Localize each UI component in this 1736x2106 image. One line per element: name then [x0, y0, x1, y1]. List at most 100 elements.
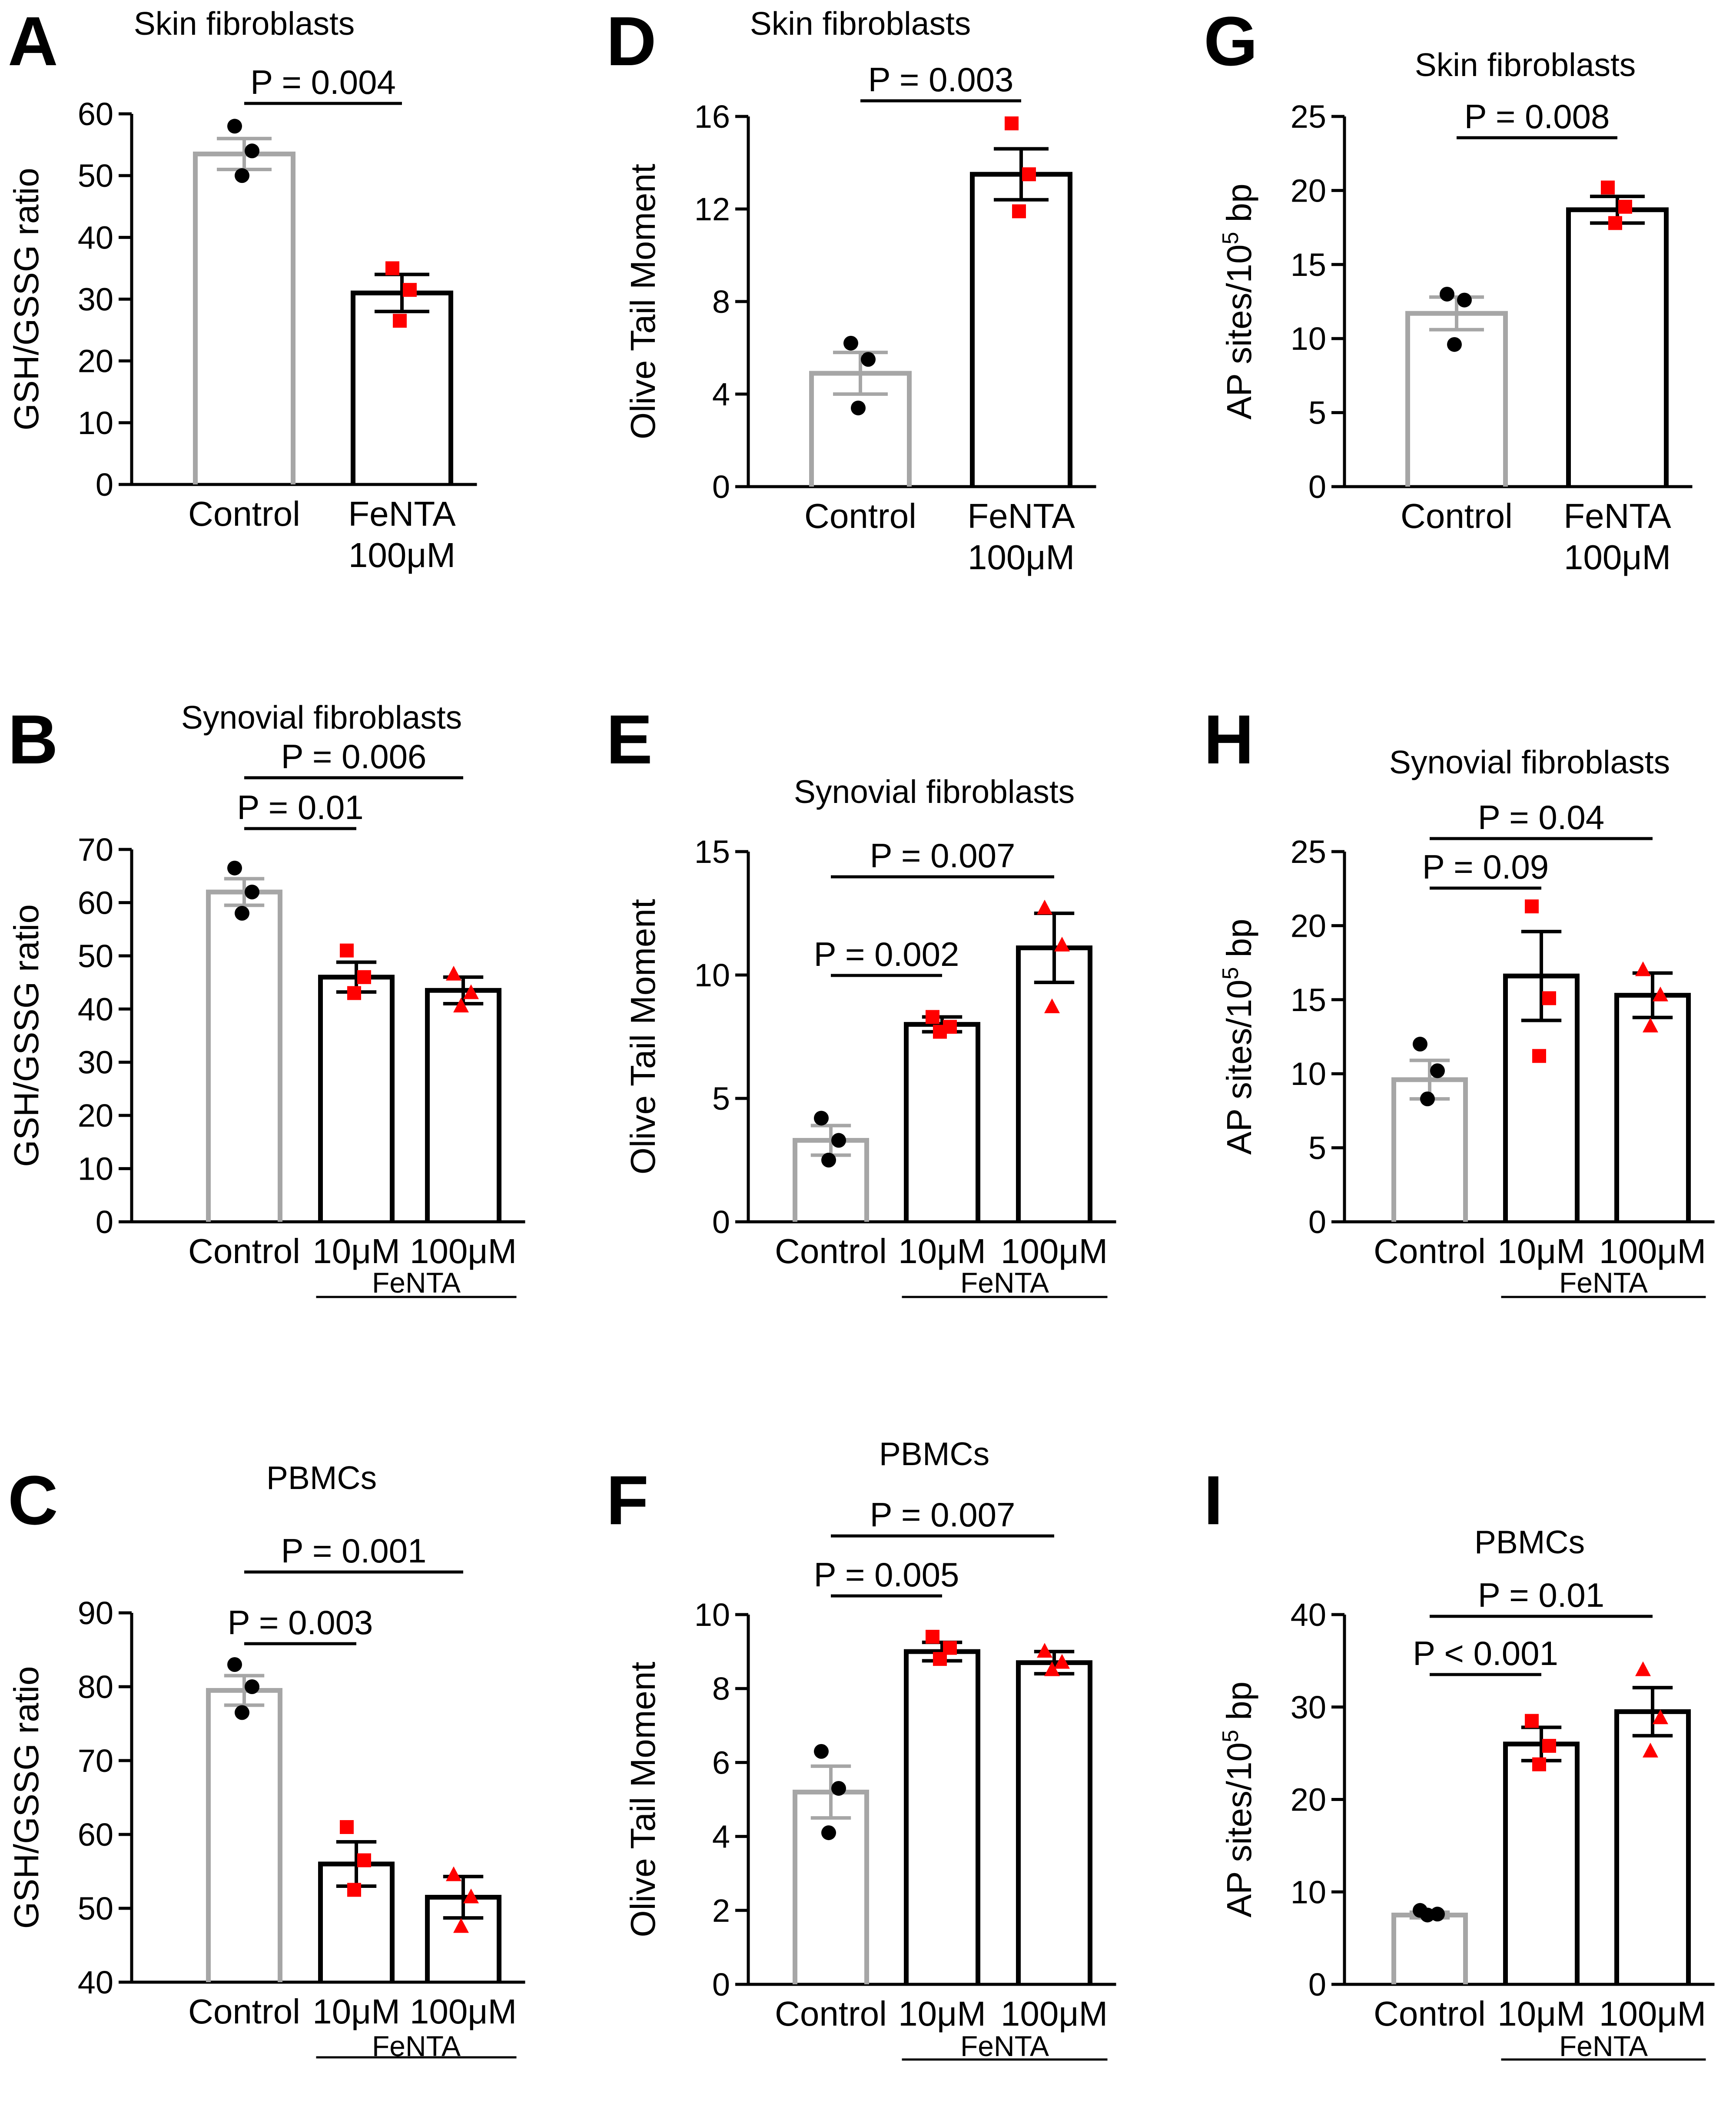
y-axis-title-suffix: bp	[1220, 183, 1258, 232]
y-tick-label: 90	[78, 1595, 113, 1631]
y-axis-title-text: Olive Tail Moment	[624, 1662, 662, 1937]
data-point	[1525, 1714, 1539, 1728]
panel-letter: A	[8, 2, 58, 80]
panel-letter: I	[1204, 1461, 1223, 1539]
data-point	[1005, 116, 1019, 130]
bar	[904, 1022, 980, 1222]
data-point	[1532, 1757, 1546, 1771]
y-tick-label: 10	[78, 405, 113, 441]
y-tick-label: 40	[78, 219, 113, 255]
data-point	[1532, 1049, 1546, 1063]
y-axis-title-suffix: bp	[1220, 919, 1258, 967]
data-point	[1022, 167, 1036, 182]
y-tick-label: 15	[1291, 982, 1326, 1018]
pvalue-label: P = 0.01	[237, 788, 363, 826]
data-point	[861, 352, 876, 367]
y-axis-title-suffix: bp	[1220, 1681, 1258, 1730]
group-label: FeNTA	[372, 2030, 461, 2062]
y-tick-label: 15	[694, 834, 730, 870]
category-label: Control	[775, 1994, 887, 2033]
data-point	[821, 1825, 836, 1841]
bar	[425, 988, 501, 1222]
y-tick-label: 30	[1291, 1689, 1326, 1725]
data-point	[1608, 216, 1622, 230]
data-point	[1653, 986, 1668, 1002]
y-tick-label: 25	[1291, 99, 1326, 135]
y-tick-label: 30	[78, 282, 113, 318]
y-tick-label: 60	[78, 96, 113, 132]
y-tick-label: 50	[78, 938, 113, 974]
bar	[318, 975, 395, 1222]
pvalue-label: P = 0.005	[814, 1555, 959, 1594]
category-label: 100μM	[1599, 1232, 1706, 1270]
category-label: 10μM	[898, 1232, 986, 1270]
y-axis-title: AP sites/105 bp	[1218, 1681, 1258, 1917]
panel-g: G Skin fibroblasts 0 5 10 15 20 25 AP sites/105 …	[1204, 2, 1693, 577]
category-label: 10μM	[1497, 1994, 1585, 2033]
y-tick-label: 5	[712, 1081, 730, 1117]
y-tick-label: 70	[78, 1743, 113, 1779]
data-point	[235, 905, 249, 921]
y-tick-label: 0	[712, 1967, 730, 2003]
data-point	[227, 860, 242, 876]
category-label: 100μM	[410, 1992, 517, 2031]
y-tick-label: 10	[694, 1597, 730, 1633]
data-point	[453, 1918, 469, 1933]
panel-letter: G	[1204, 2, 1258, 80]
data-point	[463, 984, 479, 999]
data-point	[1525, 899, 1539, 914]
group-label: FeNTA	[1559, 2030, 1648, 2062]
category-label: 10μM	[312, 1232, 400, 1270]
chart-title: Synovial fibroblasts	[1389, 744, 1670, 780]
data-point	[446, 1866, 461, 1881]
category-label: 10μM	[312, 1992, 400, 2031]
panel-h: H Synovial fibroblasts 0 5 10 15 20 25 AP sites/…	[1204, 700, 1715, 1299]
y-axis-title: AP sites/105 bp	[1218, 183, 1258, 419]
category-label: Control	[188, 1992, 300, 2031]
pvalue-label: P = 0.004	[250, 63, 396, 101]
y-axis-title: GSH/GSSG ratio	[7, 904, 46, 1167]
data-point	[1420, 1091, 1435, 1107]
data-point	[831, 1133, 846, 1148]
group-label: FeNTA	[1559, 1267, 1648, 1299]
data-point	[814, 1744, 829, 1759]
category-label: Control	[188, 494, 300, 533]
bar	[1566, 207, 1669, 487]
data-point	[1653, 1709, 1668, 1725]
data-point	[1457, 292, 1472, 308]
chart-title: PBMCs	[1474, 1524, 1585, 1560]
pvalue-label: P = 0.04	[1478, 798, 1604, 836]
data-point	[340, 943, 354, 958]
pvalue-label: P = 0.003	[868, 60, 1014, 99]
chart-title: PBMCs	[879, 1436, 989, 1472]
y-tick-label: 0	[1308, 1204, 1326, 1240]
data-point	[235, 1705, 249, 1720]
group-label: FeNTA	[960, 2030, 1049, 2062]
data-point	[1635, 961, 1651, 976]
data-point	[227, 119, 242, 134]
bar	[206, 889, 282, 1222]
bar	[793, 1789, 869, 1984]
chart-title: Skin fibroblasts	[134, 5, 355, 42]
y-axis-title: GSH/GSSG ratio	[7, 168, 46, 431]
data-point	[831, 1781, 846, 1796]
category-label: 100μM	[410, 1232, 517, 1270]
panel-f: F PBMCs 0 2 4 6 8 10 Olive Tail Moment Control 10μ…	[606, 1436, 1116, 2062]
y-axis-title-text: GSH/GSSG ratio	[7, 168, 46, 431]
y-tick-label: 40	[78, 991, 113, 1027]
bar	[1503, 1741, 1580, 1984]
y-tick-label: 15	[1291, 247, 1326, 283]
panel-letter: E	[606, 700, 653, 778]
data-point	[1037, 899, 1052, 915]
y-tick-label: 20	[78, 1098, 113, 1134]
panel-e: E Synovial fibroblasts 0 5 10 15 Olive Tail Mo…	[606, 700, 1116, 1299]
data-point	[843, 335, 858, 351]
bar	[1016, 945, 1092, 1222]
y-tick-label: 16	[694, 99, 730, 135]
pvalue-label: P = 0.01	[1478, 1576, 1604, 1614]
panel-letter: F	[606, 1461, 649, 1539]
data-point	[347, 1883, 361, 1897]
category-label: 10μM	[1497, 1232, 1585, 1270]
category-label: 100μM	[1001, 1994, 1108, 2033]
panel-letter: B	[8, 700, 58, 778]
